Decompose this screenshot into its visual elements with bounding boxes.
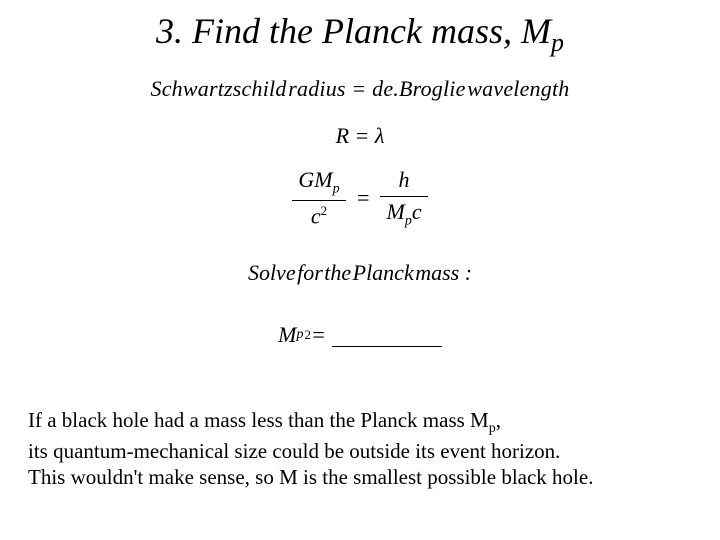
eq1-op: = — [346, 76, 372, 101]
body-l1a: If a black hole had a mass less than the… — [28, 408, 489, 432]
solve-colon: : — [459, 260, 472, 285]
body-line-3: This wouldn't make sense, so M is the sm… — [28, 464, 593, 490]
eq1-lhs: Schwartzschild radius — [151, 76, 346, 101]
eq1-rhs: de.Broglie wavelength — [372, 76, 569, 101]
left-den-a: c — [311, 203, 321, 228]
fraction-left: GMp c2 — [292, 167, 345, 230]
fraction-left-den: c2 — [305, 203, 333, 230]
left-den-sup: 2 — [321, 203, 328, 218]
body-l1-sub: p — [489, 421, 496, 436]
fraction-right-den: Mpc — [380, 199, 427, 230]
equation-r-lambda: R = λ — [0, 123, 720, 149]
fraction-right-bar — [380, 196, 427, 197]
eq2-op: = — [349, 123, 375, 148]
right-den-b: c — [412, 199, 422, 224]
right-den-sub: p — [405, 213, 412, 228]
answer-blank — [332, 324, 442, 347]
mp-var: M — [278, 322, 296, 348]
body-l1b: , — [496, 408, 501, 432]
title-text: 3. Find the Planck mass, M — [156, 11, 551, 51]
title-subscript: p — [551, 28, 564, 57]
eq2-lhs: R — [336, 123, 349, 148]
body-line-2: its quantum-mechanical size could be out… — [28, 438, 593, 464]
slide: 3. Find the Planck mass, Mp Schwartzschi… — [0, 0, 720, 540]
body-line-1: If a black hole had a mass less than the… — [28, 407, 593, 438]
slide-title: 3. Find the Planck mass, Mp — [0, 0, 720, 68]
fraction-right: h Mpc — [380, 167, 427, 230]
fraction-right-num: h — [393, 167, 416, 193]
equation-fraction: GMp c2 = h Mpc — [0, 167, 720, 230]
left-num-sub: p — [333, 181, 340, 196]
eq2-rhs: λ — [375, 123, 385, 148]
solve-for-line: Solve for the Planck mass : — [0, 260, 720, 286]
equation-schwarzschild-debroglie: Schwartzschild radius = de.Broglie wavel… — [0, 76, 720, 102]
mp-sub: p — [296, 327, 303, 343]
body-paragraph: If a black hole had a mass less than the… — [28, 407, 593, 490]
fraction-eq: = — [356, 185, 371, 211]
left-num-a: GM — [298, 167, 332, 192]
right-den-a: M — [386, 199, 404, 224]
equation-mp-squared: Mp2 = — [0, 322, 720, 348]
solve-text: Solve for the Planck mass — [248, 260, 459, 285]
mp-op: = — [311, 322, 326, 348]
fraction-left-num: GMp — [292, 167, 345, 198]
fraction-left-bar — [292, 200, 345, 201]
